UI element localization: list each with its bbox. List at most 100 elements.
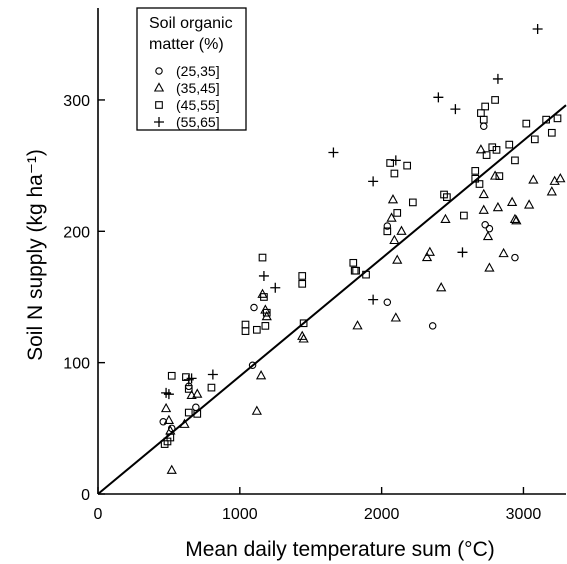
data-point-square (352, 266, 360, 275)
data-point-square (193, 410, 202, 418)
data-point-square (258, 253, 267, 262)
x-tick-label: 2000 (364, 506, 400, 523)
data-point-circle (479, 122, 488, 130)
data-point-triangle (475, 144, 487, 154)
data-point-square (390, 169, 399, 178)
legend-label: (55,65] (176, 114, 220, 130)
legend-entries: (25,35](35,45](45,55](55,65] (153, 63, 220, 130)
data-point-square (475, 180, 484, 188)
x-tick-label: 0 (94, 506, 103, 523)
legend-marker-circle (155, 67, 163, 75)
data-point-circle (383, 298, 392, 306)
legend-label: (25,35] (176, 63, 220, 79)
regression-line (97, 104, 567, 495)
data-point-triangle (523, 199, 535, 209)
data-point-square (403, 161, 412, 170)
data-point-square (298, 279, 307, 288)
data-point-square (362, 270, 370, 279)
data-point-plus (183, 374, 194, 385)
data-point-triangle (421, 251, 433, 262)
data-point-square (262, 308, 271, 317)
data-point-square (184, 408, 193, 417)
data-point-triangle (255, 370, 267, 380)
data-point-plus (433, 92, 444, 103)
data-point-square (530, 135, 539, 144)
data-point-square (522, 119, 531, 128)
data-point-triangle (186, 389, 197, 400)
data-point-circle (511, 253, 519, 262)
data-point-circle (485, 224, 494, 233)
data-point-square (505, 140, 514, 149)
data-point-square (479, 115, 488, 124)
data-point-square (481, 102, 490, 111)
data-point-circle (250, 303, 258, 312)
y-tick-label: 300 (63, 93, 90, 110)
data-point-triangle (555, 173, 566, 183)
data-point-plus (450, 104, 461, 115)
data-point-triangle (509, 213, 521, 224)
data-point-circle (481, 220, 489, 229)
legend-marker-triangle (153, 82, 165, 92)
data-point-circle (248, 361, 257, 370)
data-point-circle (192, 403, 200, 412)
data-point-plus (186, 373, 197, 384)
x-tick-label: 3000 (506, 506, 542, 523)
data-point-square (488, 143, 497, 152)
data-point-square (495, 172, 504, 180)
data-point-square (511, 156, 519, 165)
legend-label: (35,45] (176, 80, 220, 96)
data-point-square (547, 128, 556, 137)
data-point-circle (383, 222, 392, 230)
data-point-square (383, 227, 392, 236)
legend-box (136, 7, 247, 131)
x-axis-title: Mean daily temperature sum (°C) (185, 538, 495, 561)
data-points (159, 24, 566, 474)
data-point-triangle (163, 414, 175, 424)
data-point-triangle (352, 320, 363, 330)
data-point-square (252, 325, 261, 334)
data-point-square (241, 320, 250, 329)
data-point-plus (368, 176, 379, 187)
y-tick-label: 100 (63, 356, 90, 373)
data-point-triangle (478, 188, 489, 199)
y-axis-title: Soil N supply (kg ha⁻¹) (24, 149, 47, 361)
data-point-plus (270, 282, 281, 293)
data-point-plus (492, 73, 503, 84)
axes (97, 8, 566, 495)
data-point-plus (161, 387, 172, 398)
data-point-triangle (298, 333, 309, 343)
data-point-triangle (424, 246, 435, 256)
data-point-plus (258, 270, 269, 281)
data-point-square (443, 193, 451, 201)
data-point-square (542, 115, 550, 124)
data-point-square (299, 319, 308, 328)
data-point-circle (159, 418, 167, 426)
data-point-triangle (482, 230, 494, 241)
data-point-triangle (478, 204, 489, 214)
data-point-triangle (436, 282, 447, 292)
data-point-triangle (166, 464, 177, 474)
data-point-triangle (386, 212, 397, 222)
data-point-triangle (440, 213, 451, 224)
ticks: 0 1000 2000 3000 0 100 200 300 (63, 93, 541, 523)
y-tick-label: 0 (81, 487, 90, 504)
data-point-triangle (484, 262, 495, 272)
data-point-plus (207, 369, 218, 380)
data-point-triangle (390, 312, 401, 322)
data-point-triangle (528, 174, 539, 184)
data-point-square (491, 96, 499, 104)
data-point-square (492, 146, 501, 154)
data-point-square (553, 114, 562, 123)
data-point-triangle (251, 405, 262, 415)
data-point-triangle (387, 194, 399, 204)
data-point-triangle (546, 186, 557, 196)
data-point-square (166, 433, 175, 442)
legend-label: (45,55] (176, 97, 220, 113)
legend-marker-square (155, 101, 163, 109)
data-point-triangle (179, 418, 190, 428)
data-point-square (184, 385, 193, 393)
data-point-triangle (160, 402, 172, 413)
data-point-triangle (549, 175, 560, 185)
data-point-square (241, 327, 250, 335)
